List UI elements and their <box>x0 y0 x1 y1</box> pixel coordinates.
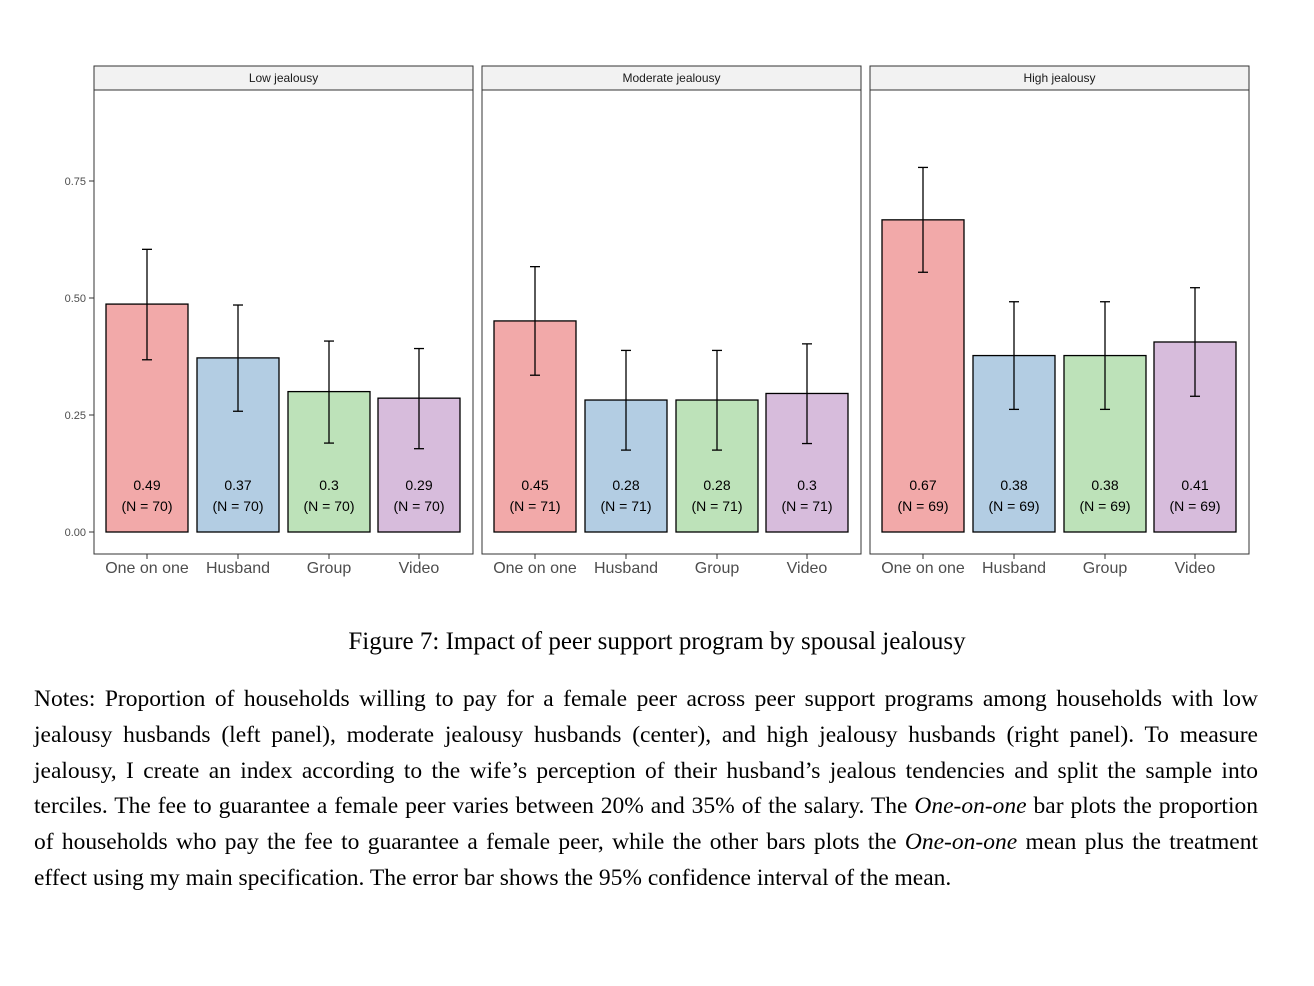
bar-n-label: (N = 70) <box>213 498 264 514</box>
bar-n-label: (N = 71) <box>510 498 561 514</box>
notes-text-3: mean plus the treatment effect using my … <box>34 829 1258 891</box>
x-category-label: Group <box>1083 560 1128 577</box>
x-category-label: Video <box>1175 560 1216 577</box>
x-category-label: One on one <box>105 560 189 577</box>
y-tick-label: 0.75 <box>65 176 86 188</box>
notes-emphasis-2: One-on-one <box>904 829 1018 856</box>
x-category-label: Group <box>695 560 740 577</box>
notes-text-1: Notes: Proportion of households willing … <box>34 686 1258 820</box>
facet-strip-label: Moderate jealousy <box>622 71 720 85</box>
bar-value-label: 0.38 <box>1000 477 1027 493</box>
x-category-label: Husband <box>206 560 270 577</box>
bar-value-label: 0.49 <box>133 477 160 493</box>
bar <box>196 357 280 533</box>
x-category-label: Husband <box>982 560 1046 577</box>
figure-notes: Notes: Proportion of households willing … <box>34 682 1258 897</box>
bar-value-label: 0.29 <box>405 477 432 493</box>
y-tick-label: 0.00 <box>65 527 86 539</box>
panel-0: Low jealousy 0.49 (N = 70) One on one 0.37 (N… <box>93 65 474 577</box>
figure-caption: Figure 7: Impact of peer support program… <box>348 628 966 655</box>
facet-strip <box>481 65 862 91</box>
y-tick-label: 0.50 <box>65 293 86 305</box>
bar-n-label: (N = 71) <box>782 498 833 514</box>
x-category-label: Video <box>787 560 828 577</box>
notes-text-2: bar plots the proportion of households w… <box>34 793 1258 856</box>
bar-n-label: (N = 71) <box>692 498 743 514</box>
bar-n-label: (N = 69) <box>989 498 1040 514</box>
faceted-bar-chart: 0.00 0.25 0.50 0.75 Low jealousy 0.49 (N = 70)… <box>65 65 1250 577</box>
bar-n-label: (N = 69) <box>1170 498 1221 514</box>
bar-n-label: (N = 69) <box>1080 498 1131 514</box>
bar-value-label: 0.41 <box>1181 477 1208 493</box>
facet-strip <box>869 65 1250 91</box>
bar-value-label: 0.28 <box>612 477 639 493</box>
facet-strip <box>93 65 474 91</box>
notes-emphasis-1: One-on-one <box>914 793 1027 820</box>
bar-n-label: (N = 69) <box>898 498 949 514</box>
facet-strip-label: Low jealousy <box>249 71 318 85</box>
bar-value-label: 0.3 <box>797 477 817 493</box>
panel-2: High jealousy 0.67 (N = 69) One on one 0.38 (… <box>869 65 1250 577</box>
bar-n-label: (N = 70) <box>122 498 173 514</box>
bar-value-label: 0.28 <box>703 477 730 493</box>
bar-value-label: 0.67 <box>909 477 936 493</box>
y-tick-label: 0.25 <box>65 410 86 422</box>
x-category-label: One on one <box>493 560 577 577</box>
bar-value-label: 0.3 <box>319 477 339 493</box>
panel-1: Moderate jealousy 0.45 (N = 71) One on one 0… <box>481 65 862 577</box>
x-category-label: Group <box>307 560 352 577</box>
bar-value-label: 0.45 <box>521 477 548 493</box>
x-category-label: Husband <box>594 560 658 577</box>
bar-n-label: (N = 70) <box>304 498 355 514</box>
bar-n-label: (N = 70) <box>394 498 445 514</box>
facet-strip-label: High jealousy <box>1023 71 1095 85</box>
bar-n-label: (N = 71) <box>601 498 652 514</box>
x-category-label: One on one <box>881 560 965 577</box>
bar-value-label: 0.37 <box>224 477 251 493</box>
bar-value-label: 0.38 <box>1091 477 1118 493</box>
x-category-label: Video <box>399 560 440 577</box>
